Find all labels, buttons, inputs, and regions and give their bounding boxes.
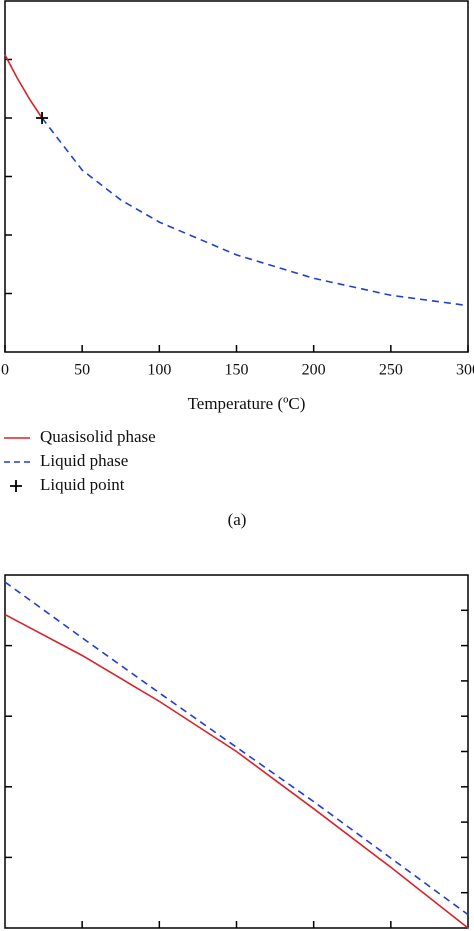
series-line: [4, 54, 43, 119]
x-tick-label: 200: [302, 362, 326, 379]
x-axis-label: Temperature (ºC): [188, 394, 306, 413]
x-tick-label: 250: [379, 362, 403, 379]
x-tick-label: 50: [74, 362, 90, 379]
x-tick-label: 300: [456, 362, 474, 379]
legend-label: Liquid phase: [40, 451, 128, 470]
plot-frame: [4, 0, 469, 353]
legend-label: Quasisolid phase: [40, 427, 156, 446]
x-tick-label: 150: [225, 362, 249, 379]
x-tick-label: 0: [1, 362, 9, 379]
x-tick-label: 100: [147, 362, 171, 379]
series-line: [41, 117, 466, 306]
caption: (a): [228, 510, 247, 529]
liquid-point: [36, 112, 49, 124]
series-line: [4, 581, 469, 916]
legend-label: Liquid point: [40, 475, 125, 494]
legend-symbol: [10, 480, 22, 492]
series-line: [4, 613, 469, 929]
